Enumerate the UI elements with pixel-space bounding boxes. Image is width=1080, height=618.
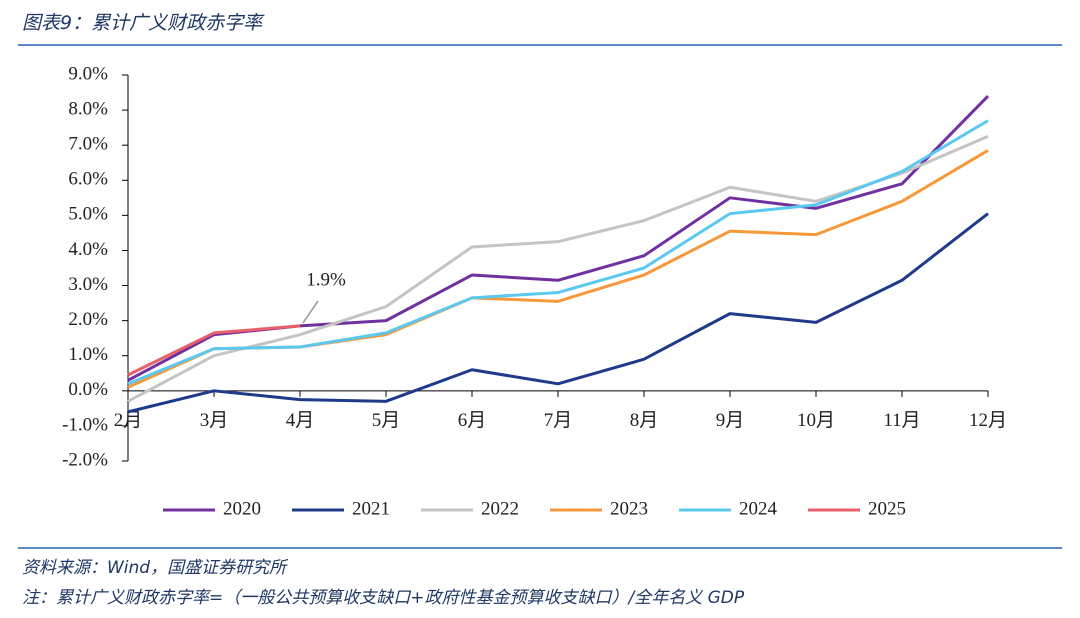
x-tick-label: 6月 bbox=[458, 410, 487, 431]
x-tick-label: 7月 bbox=[544, 410, 573, 431]
x-tick-label: 4月 bbox=[286, 410, 315, 431]
annotation: 1.9% bbox=[306, 269, 346, 290]
series-line bbox=[127, 135, 989, 403]
series-line bbox=[127, 212, 989, 414]
note: 注：累计广义财政赤字率=（一般公共预算收支缺口+政府性基金预算收支缺口）/全年名… bbox=[22, 588, 745, 608]
x-tick-label: 11月 bbox=[883, 410, 920, 431]
series-line bbox=[127, 324, 301, 377]
bottom-rule bbox=[18, 547, 1062, 549]
y-tick-label: 6.0% bbox=[68, 169, 108, 190]
source: 资料来源：Wind，国盛证券研究所 bbox=[22, 558, 287, 578]
legend-label: 2020 bbox=[223, 498, 261, 519]
y-tick-label: 4.0% bbox=[68, 239, 108, 260]
x-tick-label: 8月 bbox=[630, 410, 659, 431]
legend-label: 2021 bbox=[352, 498, 390, 519]
x-tick-label: 10月 bbox=[797, 410, 835, 431]
y-tick-label: 5.0% bbox=[68, 204, 108, 225]
y-tick-label: 8.0% bbox=[68, 98, 108, 119]
figure-title: 图表9：累计广义财政赤字率 bbox=[22, 12, 263, 34]
y-tick-label: 2.0% bbox=[68, 309, 108, 330]
x-tick-label: 5月 bbox=[372, 410, 401, 431]
x-tick-label: 9月 bbox=[716, 410, 745, 431]
legend-label: 2025 bbox=[868, 498, 906, 519]
x-tick-label: 12月 bbox=[969, 410, 1007, 431]
legend-label: 2022 bbox=[481, 498, 519, 519]
y-tick-label: 7.0% bbox=[68, 134, 108, 155]
series-line bbox=[127, 119, 989, 386]
y-tick-label: 0.0% bbox=[68, 379, 108, 400]
top-rule bbox=[18, 44, 1062, 46]
x-tick-label: 3月 bbox=[200, 410, 229, 431]
x-tick-label: 2月 bbox=[114, 410, 143, 431]
legend-label: 2023 bbox=[610, 498, 648, 519]
y-tick-label: 1.0% bbox=[68, 344, 108, 365]
annotation-leader bbox=[302, 300, 319, 324]
y-tick-label: 9.0% bbox=[68, 63, 108, 84]
y-tick-label: 3.0% bbox=[68, 274, 108, 295]
series-line bbox=[127, 95, 990, 382]
y-tick-label: -2.0% bbox=[62, 449, 108, 470]
legend-label: 2024 bbox=[739, 498, 778, 519]
y-tick-label: -1.0% bbox=[62, 414, 108, 435]
